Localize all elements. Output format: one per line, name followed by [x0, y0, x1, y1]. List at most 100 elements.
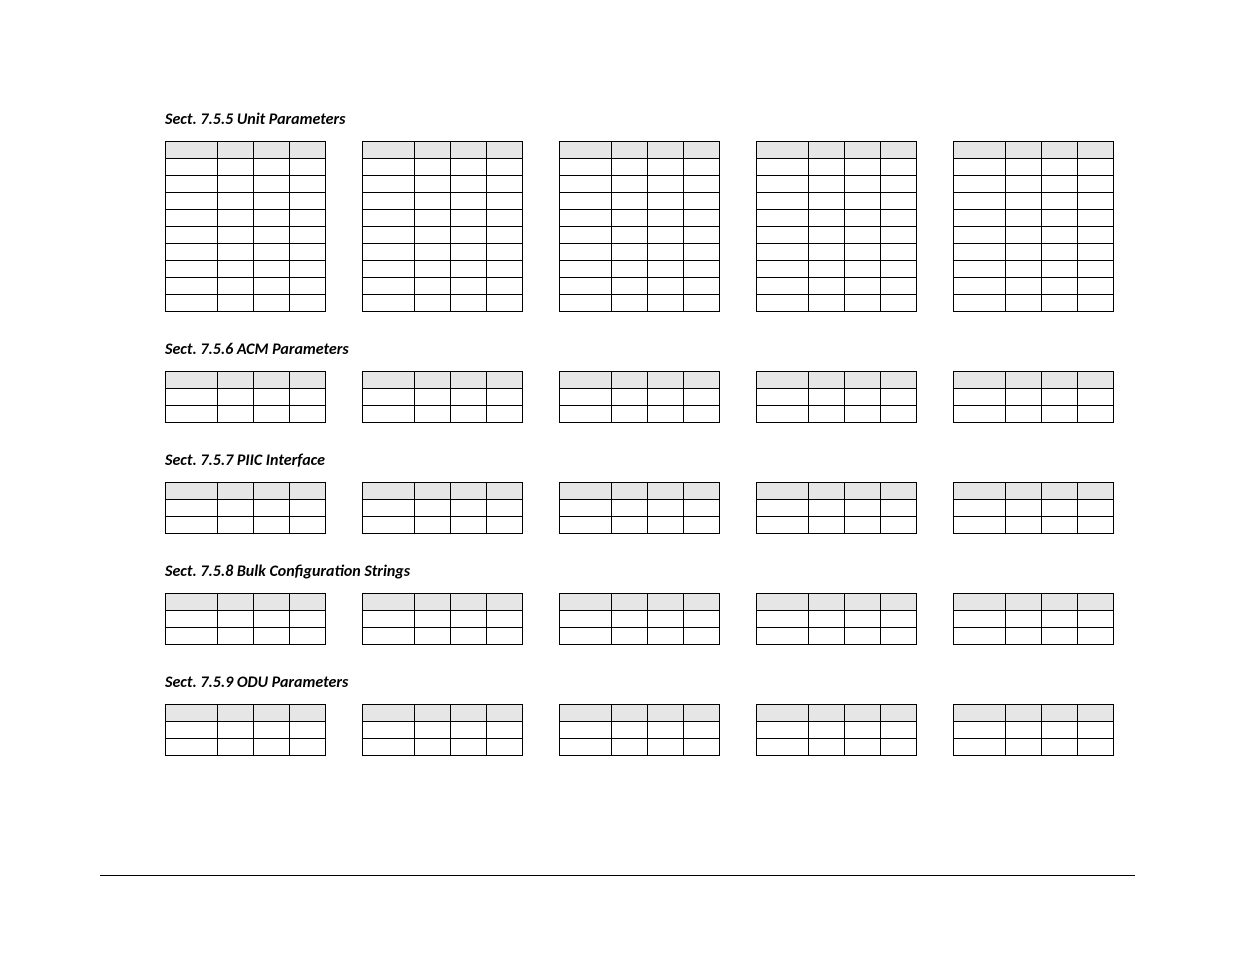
table-row — [757, 227, 917, 244]
table-header-cell — [757, 483, 809, 500]
table-cell — [363, 193, 415, 210]
tables-row — [165, 482, 1135, 534]
table-row — [560, 722, 720, 739]
table-cell — [218, 193, 254, 210]
table-header-cell — [612, 142, 648, 159]
table-header-cell — [363, 594, 415, 611]
table-row — [166, 517, 326, 534]
table-cell — [845, 406, 881, 423]
section: Sect. 7.5.8 Bulk Configuration Strings — [165, 562, 1135, 645]
table-row — [363, 176, 523, 193]
table-cell — [809, 611, 845, 628]
table-cell — [363, 389, 415, 406]
table-cell — [363, 210, 415, 227]
table-header-cell — [254, 142, 290, 159]
table-header-cell — [684, 705, 720, 722]
table-cell — [845, 517, 881, 534]
section-title: Sect. 7.5.5 Unit Parameters — [165, 110, 1135, 129]
table-row — [166, 739, 326, 756]
table-header-cell — [218, 483, 254, 500]
table-cell — [487, 739, 523, 756]
table-cell — [648, 227, 684, 244]
table-cell — [881, 244, 917, 261]
section: Sect. 7.5.7 PIIC Interface — [165, 451, 1135, 534]
table-row — [954, 244, 1114, 261]
table-cell — [648, 244, 684, 261]
table-cell — [612, 278, 648, 295]
table-header-cell — [363, 372, 415, 389]
table-header-cell — [451, 142, 487, 159]
table-cell — [881, 389, 917, 406]
table-cell — [166, 722, 218, 739]
table-cell — [1042, 176, 1078, 193]
table-row — [954, 278, 1114, 295]
table-cell — [881, 159, 917, 176]
table-header-cell — [451, 372, 487, 389]
table-header-cell — [415, 142, 451, 159]
table-header-cell — [560, 372, 612, 389]
table-row — [363, 193, 523, 210]
table-cell — [218, 500, 254, 517]
section: Sect. 7.5.9 ODU Parameters — [165, 673, 1135, 756]
table-cell — [451, 295, 487, 312]
table-cell — [487, 193, 523, 210]
table-cell — [1006, 611, 1042, 628]
table-header-cell — [954, 705, 1006, 722]
table-cell — [757, 295, 809, 312]
table-cell — [560, 611, 612, 628]
table-cell — [684, 517, 720, 534]
table-cell — [954, 227, 1006, 244]
table-cell — [166, 261, 218, 278]
table-cell — [451, 159, 487, 176]
table-cell — [954, 176, 1006, 193]
table-cell — [560, 389, 612, 406]
table-cell — [415, 210, 451, 227]
param-table — [559, 141, 720, 312]
table-cell — [415, 406, 451, 423]
table-cell — [415, 628, 451, 645]
table-cell — [809, 261, 845, 278]
table-cell — [757, 517, 809, 534]
table-header-cell — [290, 594, 326, 611]
table-cell — [684, 628, 720, 645]
table-cell — [363, 517, 415, 534]
table-cell — [881, 278, 917, 295]
table-cell — [612, 176, 648, 193]
table-cell — [684, 739, 720, 756]
table-header-cell — [881, 142, 917, 159]
table-cell — [560, 500, 612, 517]
table-row — [954, 611, 1114, 628]
table-cell — [415, 159, 451, 176]
table-cell — [881, 193, 917, 210]
table-row — [954, 159, 1114, 176]
table-cell — [954, 722, 1006, 739]
table-cell — [560, 227, 612, 244]
table-header-cell — [845, 483, 881, 500]
table-cell — [648, 611, 684, 628]
table-cell — [290, 244, 326, 261]
table-cell — [881, 628, 917, 645]
table-cell — [560, 739, 612, 756]
table-cell — [415, 500, 451, 517]
table-cell — [166, 295, 218, 312]
table-cell — [451, 227, 487, 244]
table-cell — [218, 517, 254, 534]
param-table — [953, 593, 1114, 645]
table-cell — [1078, 517, 1114, 534]
table-cell — [290, 159, 326, 176]
table-row — [954, 517, 1114, 534]
table-header-cell — [254, 483, 290, 500]
table-row — [560, 517, 720, 534]
table-cell — [612, 244, 648, 261]
table-cell — [648, 628, 684, 645]
table-row — [363, 261, 523, 278]
table-cell — [451, 210, 487, 227]
table-header-cell — [684, 372, 720, 389]
table-header-cell — [560, 705, 612, 722]
table-cell — [881, 261, 917, 278]
param-table — [559, 482, 720, 534]
table-cell — [487, 210, 523, 227]
table-header-cell — [612, 594, 648, 611]
table-row — [560, 739, 720, 756]
table-cell — [954, 500, 1006, 517]
